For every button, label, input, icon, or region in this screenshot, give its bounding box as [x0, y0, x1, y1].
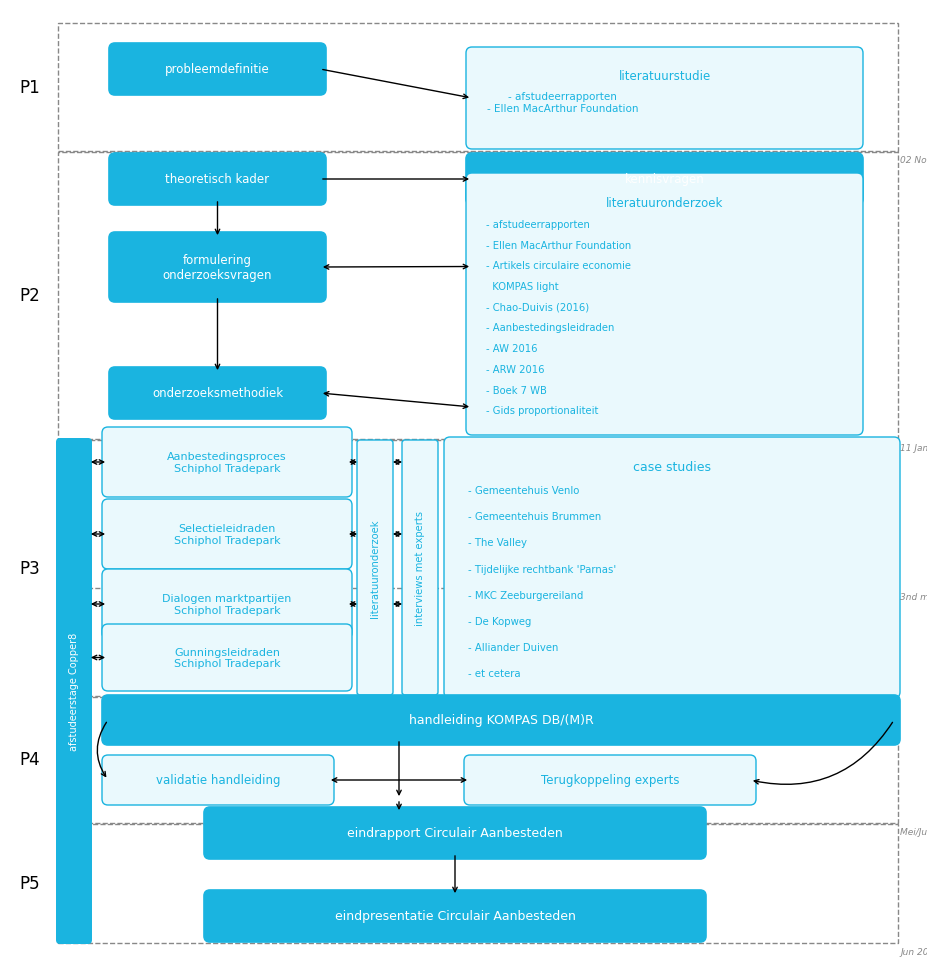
Text: handleiding KOMPAS DB/(M)R: handleiding KOMPAS DB/(M)R — [408, 714, 592, 727]
Text: eindrapport Circulair Aanbesteden: eindrapport Circulair Aanbesteden — [347, 826, 563, 840]
Text: validatie handleiding: validatie handleiding — [156, 774, 280, 787]
Text: - afstudeerrapporten: - afstudeerrapporten — [486, 220, 590, 230]
Text: - Aanbestedingsleidraden: - Aanbestedingsleidraden — [486, 323, 614, 333]
Text: literatuuronderzoek: literatuuronderzoek — [370, 519, 379, 617]
Text: - Alliander Duiven: - Alliander Duiven — [467, 643, 558, 653]
Text: Selectieleidraden
Schiphol Tradepark: Selectieleidraden Schiphol Tradepark — [173, 524, 280, 545]
Text: case studies: case studies — [632, 460, 710, 474]
Text: theoretisch kader: theoretisch kader — [165, 173, 269, 186]
Text: - Ellen MacArthur Foundation: - Ellen MacArthur Foundation — [486, 240, 630, 251]
Text: 3nd maart 2017: 3nd maart 2017 — [899, 592, 927, 602]
Text: - AW 2016: - AW 2016 — [486, 344, 537, 354]
Text: Terugkoppeling experts: Terugkoppeling experts — [540, 774, 679, 787]
Text: Dialogen marktpartijen
Schiphol Tradepark: Dialogen marktpartijen Schiphol Tradepar… — [162, 594, 291, 615]
Text: eindpresentatie Circulair Aanbesteden: eindpresentatie Circulair Aanbesteden — [335, 909, 575, 923]
Bar — [57, 24, 897, 152]
Text: 11 Januari 2016: 11 Januari 2016 — [899, 444, 927, 453]
FancyBboxPatch shape — [443, 437, 899, 699]
Text: - Tijdelijke rechtbank 'Parnas': - Tijdelijke rechtbank 'Parnas' — [467, 564, 616, 574]
Text: probleemdefinitie: probleemdefinitie — [165, 63, 270, 77]
Text: onderzoeksmethodiek: onderzoeksmethodiek — [152, 387, 283, 400]
Bar — [57, 825, 897, 943]
FancyBboxPatch shape — [401, 440, 438, 695]
FancyBboxPatch shape — [465, 174, 862, 435]
Bar — [57, 440, 897, 697]
FancyBboxPatch shape — [102, 500, 351, 570]
Text: P1: P1 — [19, 79, 41, 97]
Text: - Gemeentehuis Brummen: - Gemeentehuis Brummen — [467, 511, 601, 522]
FancyBboxPatch shape — [102, 695, 899, 745]
Text: - De Kopweg: - De Kopweg — [467, 616, 531, 627]
Text: formulering
onderzoeksvragen: formulering onderzoeksvragen — [162, 254, 272, 282]
Text: kennisvragen: kennisvragen — [624, 173, 704, 186]
FancyBboxPatch shape — [204, 890, 705, 942]
FancyBboxPatch shape — [56, 438, 92, 944]
Text: - Gids proportionaliteit: - Gids proportionaliteit — [486, 406, 598, 416]
Text: - The Valley: - The Valley — [467, 538, 527, 548]
Text: KOMPAS light: KOMPAS light — [486, 282, 558, 292]
FancyBboxPatch shape — [108, 154, 325, 206]
Text: - MKC Zeeburgereiland: - MKC Zeeburgereiland — [467, 590, 583, 601]
Text: afstudeerstage Copper8: afstudeerstage Copper8 — [69, 632, 79, 751]
Text: interviews met experts: interviews met experts — [414, 510, 425, 626]
FancyBboxPatch shape — [102, 570, 351, 639]
FancyBboxPatch shape — [357, 440, 392, 695]
Text: P4: P4 — [19, 751, 40, 769]
FancyBboxPatch shape — [108, 44, 325, 96]
FancyBboxPatch shape — [108, 368, 325, 420]
Text: P5: P5 — [19, 875, 40, 892]
FancyBboxPatch shape — [108, 233, 325, 303]
FancyBboxPatch shape — [465, 154, 862, 206]
Text: literatuurstudie: literatuurstudie — [617, 70, 710, 83]
Text: P3: P3 — [19, 559, 41, 577]
Text: Gunningsleidraden
Schiphol Tradepark: Gunningsleidraden Schiphol Tradepark — [173, 647, 280, 669]
Text: - afstudeerrapporten
- Ellen MacArthur Foundation: - afstudeerrapporten - Ellen MacArthur F… — [487, 92, 638, 113]
Text: P2: P2 — [19, 286, 41, 305]
Text: - Chao-Duivis (2016): - Chao-Duivis (2016) — [486, 303, 589, 312]
FancyBboxPatch shape — [465, 48, 862, 150]
FancyBboxPatch shape — [102, 625, 351, 691]
FancyBboxPatch shape — [102, 755, 334, 805]
Text: - Gemeentehuis Venlo: - Gemeentehuis Venlo — [467, 485, 578, 496]
FancyBboxPatch shape — [204, 807, 705, 859]
Text: 02 November 2016: 02 November 2016 — [899, 156, 927, 165]
Text: - Boek 7 WB: - Boek 7 WB — [486, 385, 546, 395]
Text: - et cetera: - et cetera — [467, 669, 520, 678]
Text: Aanbestedingsproces
Schiphol Tradepark: Aanbestedingsproces Schiphol Tradepark — [167, 452, 286, 474]
FancyBboxPatch shape — [464, 755, 756, 805]
Text: - ARW 2016: - ARW 2016 — [486, 364, 544, 375]
Text: - Artikels circulaire economie: - Artikels circulaire economie — [486, 261, 630, 271]
FancyBboxPatch shape — [102, 428, 351, 498]
Text: literatuuronderzoek: literatuuronderzoek — [605, 197, 722, 209]
Bar — [57, 153, 897, 439]
Bar — [57, 698, 897, 824]
Text: Jun 2017: Jun 2017 — [899, 947, 927, 956]
Text: Mei/Jun 2017: Mei/Jun 2017 — [899, 827, 927, 836]
